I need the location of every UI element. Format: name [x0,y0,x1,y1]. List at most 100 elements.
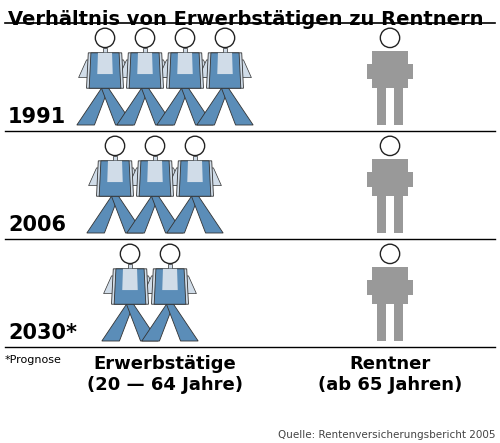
Text: 2030*: 2030* [8,323,77,343]
Polygon shape [108,161,122,182]
Polygon shape [144,276,156,294]
Polygon shape [103,47,107,53]
Circle shape [106,136,124,155]
Polygon shape [176,161,214,196]
Circle shape [96,28,114,47]
Polygon shape [377,196,386,233]
Polygon shape [206,53,244,88]
Polygon shape [377,88,386,125]
Polygon shape [112,269,148,304]
Text: Rentner
(ab 65 Jahren): Rentner (ab 65 Jahren) [318,355,462,394]
Polygon shape [218,53,232,74]
Polygon shape [112,196,143,233]
Polygon shape [239,60,252,78]
Text: 1991: 1991 [8,107,66,127]
Polygon shape [372,159,408,196]
Polygon shape [198,60,211,78]
Polygon shape [179,161,211,196]
Circle shape [160,244,180,264]
Polygon shape [166,304,198,341]
Polygon shape [78,60,91,78]
Text: Verhältnis von Erwerbstätigen zu Rentnern: Verhältnis von Erwerbstätigen zu Rentner… [8,10,484,29]
Polygon shape [89,53,121,88]
Polygon shape [98,53,112,74]
Polygon shape [128,168,141,186]
Polygon shape [102,88,133,125]
Text: 2006: 2006 [8,215,66,235]
Circle shape [120,244,140,264]
Polygon shape [408,64,413,79]
Polygon shape [408,172,413,187]
Polygon shape [126,53,164,88]
Polygon shape [182,88,213,125]
Circle shape [380,28,400,47]
Polygon shape [144,276,156,294]
Polygon shape [222,88,253,125]
Polygon shape [127,196,158,233]
Polygon shape [408,280,413,295]
Polygon shape [168,168,181,186]
Polygon shape [372,267,408,304]
Polygon shape [199,60,211,78]
Polygon shape [183,47,187,53]
Polygon shape [159,60,172,78]
Polygon shape [223,47,227,53]
Polygon shape [367,64,372,79]
Polygon shape [367,172,372,187]
Polygon shape [142,304,174,341]
Polygon shape [148,161,162,182]
Polygon shape [166,53,203,88]
Polygon shape [153,155,157,161]
Polygon shape [118,60,131,78]
Polygon shape [184,276,196,294]
Circle shape [136,28,154,47]
Polygon shape [193,155,197,161]
Polygon shape [86,53,124,88]
Polygon shape [169,53,201,88]
Polygon shape [372,51,408,88]
Polygon shape [377,304,386,341]
Polygon shape [136,161,173,196]
Polygon shape [178,53,192,74]
Polygon shape [117,88,148,125]
Polygon shape [128,264,132,269]
Polygon shape [158,60,171,78]
Polygon shape [152,269,188,304]
Polygon shape [77,88,108,125]
Polygon shape [157,88,188,125]
Polygon shape [367,280,372,295]
Polygon shape [169,168,181,186]
Polygon shape [139,161,171,196]
Polygon shape [167,196,198,233]
Polygon shape [102,304,134,341]
Circle shape [176,28,195,47]
Polygon shape [122,269,138,290]
Polygon shape [129,168,141,186]
Polygon shape [126,304,158,341]
Polygon shape [394,196,403,233]
Polygon shape [113,155,117,161]
Polygon shape [192,196,223,233]
Text: Quelle: Rentenversicherungsbericht 2005: Quelle: Rentenversicherungsbericht 2005 [278,430,495,440]
Polygon shape [87,196,118,233]
Polygon shape [152,196,183,233]
Polygon shape [114,269,146,304]
Text: Erwerbstätige
(20 — 64 Jahre): Erwerbstätige (20 — 64 Jahre) [87,355,243,394]
Polygon shape [104,276,116,294]
Circle shape [380,244,400,264]
Polygon shape [119,60,132,78]
Circle shape [380,136,400,155]
Polygon shape [197,88,228,125]
Polygon shape [162,269,178,290]
Polygon shape [394,88,403,125]
Polygon shape [394,304,403,341]
Polygon shape [96,161,134,196]
Circle shape [146,136,165,155]
Polygon shape [99,161,131,196]
Polygon shape [88,168,101,186]
Text: *Prognose: *Prognose [5,355,62,365]
Polygon shape [143,47,147,53]
Polygon shape [138,53,152,74]
Polygon shape [168,264,172,269]
Circle shape [216,28,234,47]
